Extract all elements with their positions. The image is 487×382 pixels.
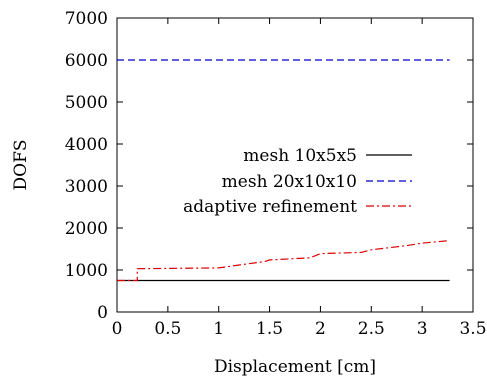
x-tick-label: 1.5 <box>256 319 283 339</box>
legend-label-0: mesh 10x5x5 <box>243 146 357 166</box>
legend: mesh 10x5x5 mesh 20x10x10 adaptive refinem… <box>183 146 412 217</box>
series-line-2 <box>117 240 450 282</box>
x-tick-label: 0.5 <box>154 319 181 339</box>
y-tick-label: 1000 <box>65 261 108 281</box>
x-tick-label: 0 <box>112 319 123 339</box>
y-tick-label: 6000 <box>65 51 108 71</box>
y-tick-label: 4000 <box>65 135 108 155</box>
legend-label-1: mesh 20x10x10 <box>222 172 357 192</box>
y-axis: 0 1000 2000 3000 4000 5000 6000 7000 <box>65 9 473 323</box>
y-tick-label: 5000 <box>65 93 108 113</box>
y-axis-label: DOFS <box>11 139 31 190</box>
y-tick-label: 3000 <box>65 177 108 197</box>
plot-area-border <box>116 17 474 313</box>
x-tick-label: 2 <box>315 319 326 339</box>
x-axis: 0 0.5 1 1.5 2 2.5 3 3.5 <box>112 18 487 339</box>
y-tick-label: 7000 <box>65 9 108 29</box>
series-layer <box>117 59 450 282</box>
x-tick-label: 3 <box>417 319 428 339</box>
x-tick-label: 2.5 <box>358 319 385 339</box>
x-axis-label: Displacement [cm] <box>214 357 376 377</box>
legend-label-2: adaptive refinement <box>183 197 357 217</box>
x-tick-label: 3.5 <box>459 319 486 339</box>
plot-frame <box>116 17 474 313</box>
y-tick-label: 0 <box>97 303 108 323</box>
x-tick-label: 1 <box>213 319 224 339</box>
y-tick-label: 2000 <box>65 219 108 239</box>
